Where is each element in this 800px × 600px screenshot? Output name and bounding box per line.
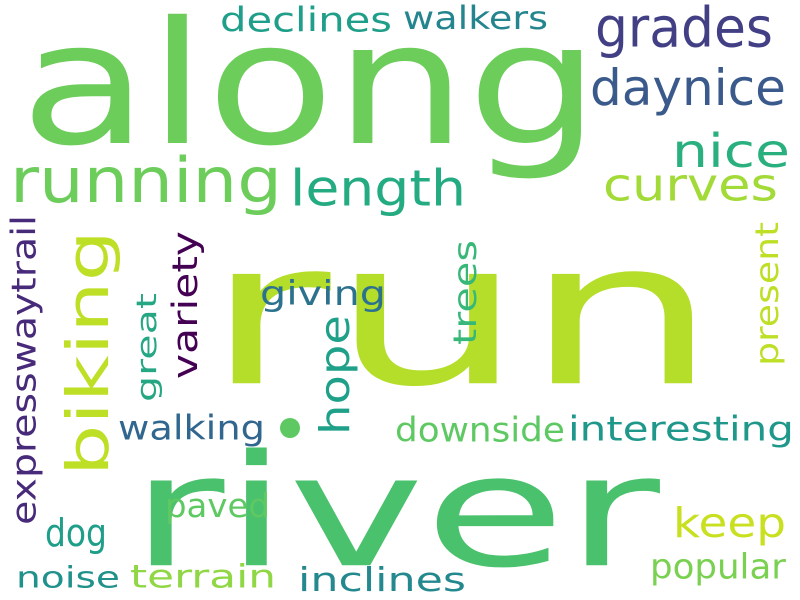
word-inclines: inclines — [298, 561, 466, 599]
word-present: present — [748, 222, 786, 366]
word-expresswaytrail: expresswaytrail — [4, 215, 45, 525]
word-run: run — [205, 197, 718, 431]
word-great: great — [130, 293, 163, 402]
word-paved: paved — [165, 487, 270, 526]
word-curves: curves — [603, 159, 778, 212]
word-length: length — [290, 160, 466, 219]
word-downside: downside — [395, 411, 565, 451]
word-river: river — [130, 422, 660, 600]
word-walking: walking — [118, 408, 265, 449]
word-variety: variety — [164, 231, 206, 379]
word-trees: trees — [446, 240, 484, 345]
word-running: running — [10, 144, 282, 217]
word-grades: grades — [595, 0, 773, 61]
word-keep: keep — [673, 499, 786, 548]
word-dog: dog — [45, 510, 107, 556]
word-along: along — [20, 0, 600, 184]
word-walkers: walkers — [403, 0, 548, 37]
word-terrain: terrain — [130, 558, 276, 596]
word-giving: giving — [260, 273, 386, 314]
word-hope: hope — [311, 315, 360, 435]
word-noise: noise — [16, 561, 120, 596]
word-interesting: interesting — [568, 408, 794, 449]
word-daynice: daynice — [590, 59, 786, 117]
word-nice: nice — [672, 124, 790, 179]
word-biking: biking — [54, 230, 123, 476]
word-popular: popular — [650, 547, 786, 588]
word-declines: declines — [220, 0, 392, 40]
